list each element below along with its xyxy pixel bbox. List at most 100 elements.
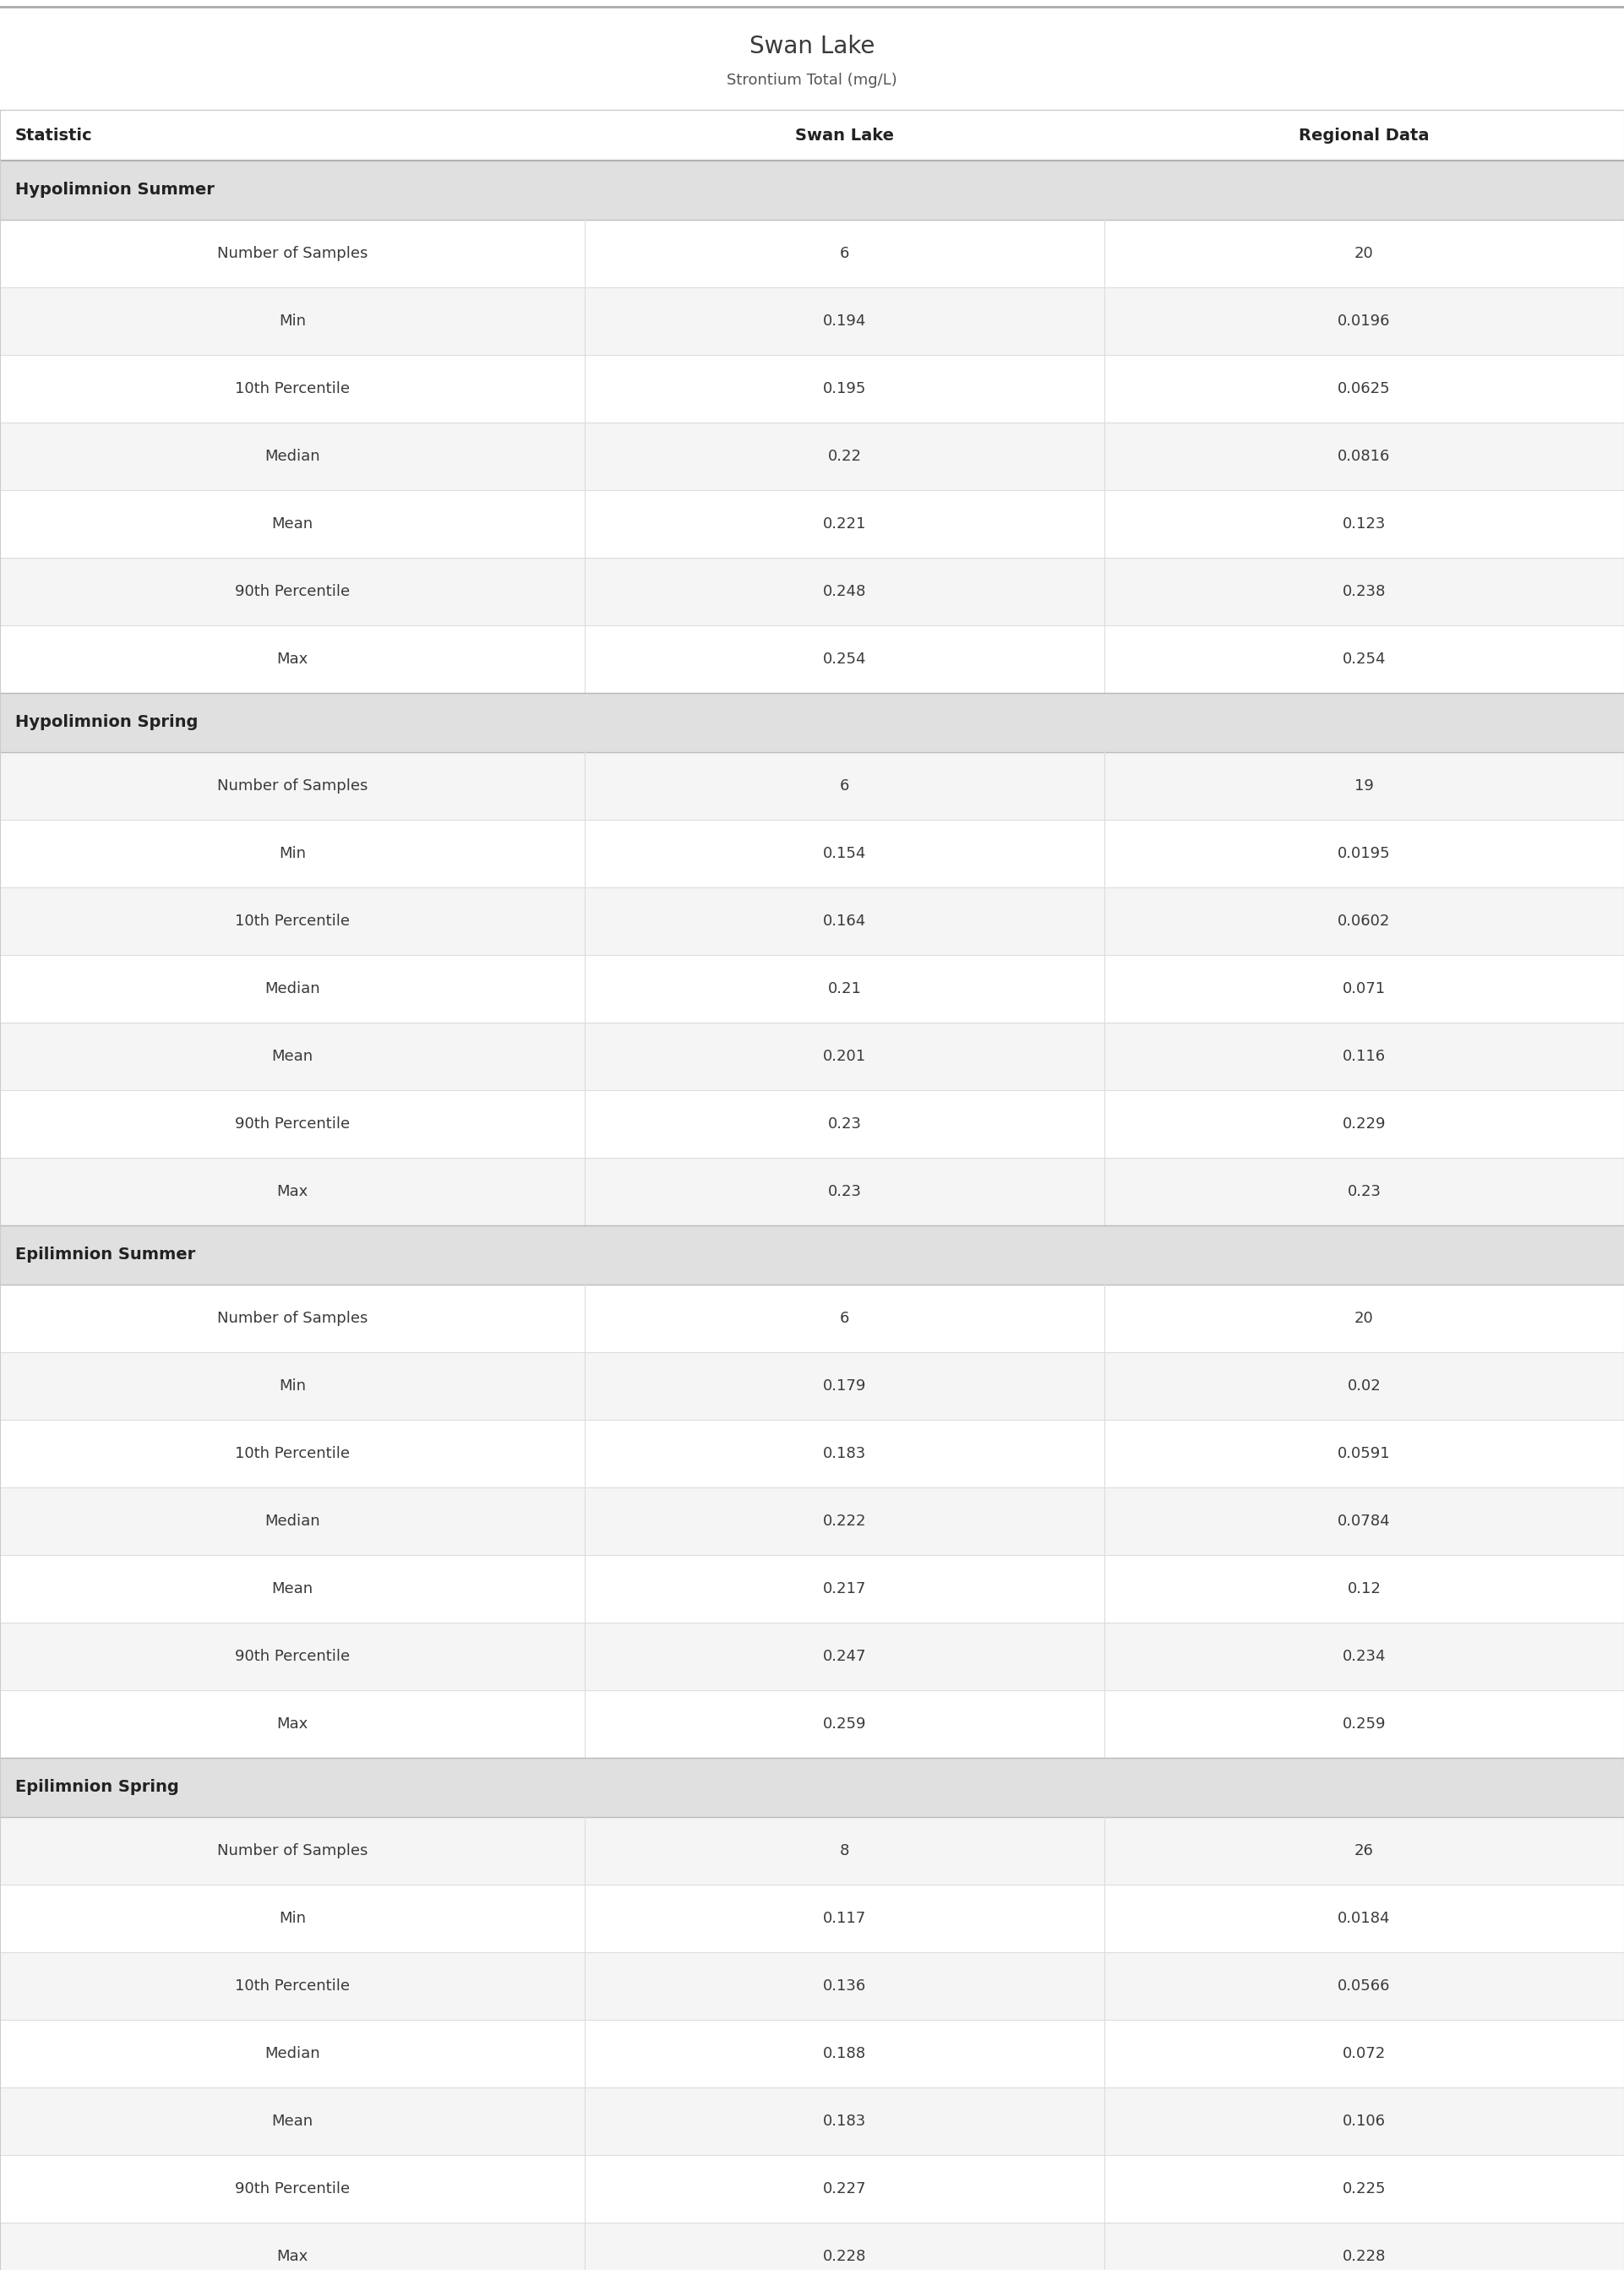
Text: 6: 6: [840, 779, 849, 794]
Text: 0.0625: 0.0625: [1338, 381, 1390, 397]
Text: 90th Percentile: 90th Percentile: [235, 2181, 349, 2197]
Text: 0.254: 0.254: [823, 651, 866, 667]
Text: Regional Data: Regional Data: [1299, 127, 1429, 143]
Bar: [0, 1090, 1624, 1158]
Text: 0.248: 0.248: [823, 583, 866, 599]
Text: 26: 26: [1354, 1843, 1374, 1859]
Text: 0.221: 0.221: [823, 515, 866, 531]
Text: 19: 19: [1354, 779, 1374, 794]
Bar: [0, 490, 1624, 558]
Text: Swan Lake: Swan Lake: [796, 127, 893, 143]
Text: 8: 8: [840, 1843, 849, 1859]
Bar: [0, 2088, 1624, 2154]
Bar: [0, 1757, 1624, 1816]
Text: 90th Percentile: 90th Percentile: [235, 1648, 349, 1664]
Text: 0.195: 0.195: [823, 381, 866, 397]
Text: 0.154: 0.154: [823, 847, 866, 860]
Text: 0.183: 0.183: [823, 2113, 866, 2129]
Text: Swan Lake: Swan Lake: [749, 34, 875, 59]
Text: Min: Min: [279, 1911, 305, 1925]
Text: 20: 20: [1354, 245, 1374, 261]
Text: 0.02: 0.02: [1348, 1378, 1380, 1394]
Text: 0.227: 0.227: [823, 2181, 866, 2197]
Text: 0.0602: 0.0602: [1338, 913, 1390, 928]
Text: Max: Max: [276, 651, 309, 667]
Text: Number of Samples: Number of Samples: [218, 779, 367, 794]
Text: 10th Percentile: 10th Percentile: [235, 381, 349, 397]
Text: Median: Median: [265, 981, 320, 997]
Text: Min: Min: [279, 847, 305, 860]
Text: 0.136: 0.136: [823, 1979, 866, 1993]
Text: Epilimnion Spring: Epilimnion Spring: [15, 1780, 179, 1796]
Text: 0.259: 0.259: [1343, 1716, 1385, 1732]
Text: 0.259: 0.259: [823, 1716, 866, 1732]
Text: 0.072: 0.072: [1343, 2045, 1385, 2061]
Text: 0.228: 0.228: [823, 2250, 866, 2263]
Text: 0.116: 0.116: [1343, 1049, 1385, 1065]
Bar: [0, 354, 1624, 422]
Text: 0.0816: 0.0816: [1338, 449, 1390, 463]
Text: 90th Percentile: 90th Percentile: [235, 583, 349, 599]
Text: 0.106: 0.106: [1343, 2113, 1385, 2129]
Text: 0.217: 0.217: [823, 1582, 866, 1596]
Text: 0.12: 0.12: [1348, 1582, 1380, 1596]
Bar: [0, 1952, 1624, 2020]
Text: 0.179: 0.179: [823, 1378, 866, 1394]
Bar: [0, 1555, 1624, 1623]
Text: Max: Max: [276, 1716, 309, 1732]
Bar: [0, 956, 1624, 1022]
Bar: [0, 1884, 1624, 1952]
Bar: [0, 1487, 1624, 1555]
Text: 0.0184: 0.0184: [1338, 1911, 1390, 1925]
Bar: [0, 288, 1624, 354]
Bar: [0, 2154, 1624, 2222]
Bar: [0, 1158, 1624, 1226]
Text: 0.0591: 0.0591: [1338, 1446, 1390, 1462]
Text: Median: Median: [265, 449, 320, 463]
Text: 0.23: 0.23: [828, 1185, 861, 1199]
Text: Number of Samples: Number of Samples: [218, 245, 367, 261]
Text: Strontium Total (mg/L): Strontium Total (mg/L): [728, 73, 896, 89]
Text: Mean: Mean: [271, 1582, 313, 1596]
Text: Statistic: Statistic: [15, 127, 93, 143]
Text: Hypolimnion Spring: Hypolimnion Spring: [15, 715, 198, 731]
Bar: [0, 1419, 1624, 1487]
Bar: [0, 1353, 1624, 1419]
Text: 0.188: 0.188: [823, 2045, 866, 2061]
Text: Mean: Mean: [271, 2113, 313, 2129]
Text: Median: Median: [265, 1514, 320, 1528]
Bar: [0, 819, 1624, 888]
Bar: [0, 888, 1624, 956]
Text: 0.164: 0.164: [823, 913, 866, 928]
Bar: [0, 1816, 1624, 1884]
Text: Mean: Mean: [271, 1049, 313, 1065]
Text: 10th Percentile: 10th Percentile: [235, 913, 349, 928]
Text: 0.183: 0.183: [823, 1446, 866, 1462]
Bar: [0, 161, 1624, 220]
Text: 0.0196: 0.0196: [1338, 313, 1390, 329]
Text: 0.0784: 0.0784: [1338, 1514, 1390, 1528]
Text: Mean: Mean: [271, 515, 313, 531]
Text: 0.117: 0.117: [823, 1911, 866, 1925]
Text: 0.21: 0.21: [828, 981, 861, 997]
Text: 0.0195: 0.0195: [1338, 847, 1390, 860]
Bar: [0, 627, 1624, 692]
Bar: [0, 109, 1624, 161]
Bar: [0, 1226, 1624, 1285]
Bar: [0, 1285, 1624, 1353]
Text: Min: Min: [279, 313, 305, 329]
Text: 6: 6: [840, 245, 849, 261]
Text: 0.247: 0.247: [823, 1648, 866, 1664]
Text: 6: 6: [840, 1310, 849, 1326]
Text: 0.225: 0.225: [1343, 2181, 1385, 2197]
Text: 0.222: 0.222: [823, 1514, 866, 1528]
Bar: [0, 558, 1624, 627]
Text: 0.071: 0.071: [1343, 981, 1385, 997]
Text: 0.234: 0.234: [1343, 1648, 1385, 1664]
Text: 20: 20: [1354, 1310, 1374, 1326]
Text: Hypolimnion Summer: Hypolimnion Summer: [15, 182, 214, 197]
Text: 0.23: 0.23: [828, 1117, 861, 1133]
Bar: [0, 1691, 1624, 1757]
Text: Number of Samples: Number of Samples: [218, 1310, 367, 1326]
Text: Number of Samples: Number of Samples: [218, 1843, 367, 1859]
